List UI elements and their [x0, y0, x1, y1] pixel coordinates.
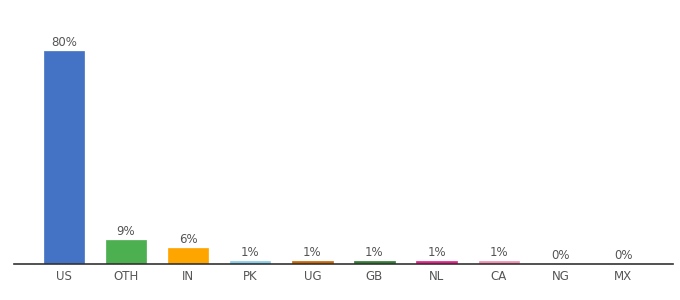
Text: 1%: 1% [365, 246, 384, 259]
Bar [292, 261, 333, 264]
Text: 6%: 6% [179, 233, 197, 246]
Text: 9%: 9% [116, 225, 135, 238]
Bar [354, 261, 394, 264]
Text: 1%: 1% [303, 246, 322, 259]
Text: 0%: 0% [614, 249, 632, 262]
Bar [416, 261, 457, 264]
Text: 0%: 0% [551, 249, 570, 262]
Text: 1%: 1% [490, 246, 508, 259]
Text: 1%: 1% [241, 246, 260, 259]
Text: 80%: 80% [51, 35, 77, 49]
Bar [479, 261, 519, 264]
Bar [230, 261, 271, 264]
Bar [105, 240, 146, 264]
Text: 1%: 1% [427, 246, 446, 259]
Bar [44, 51, 84, 264]
Bar [168, 248, 208, 264]
